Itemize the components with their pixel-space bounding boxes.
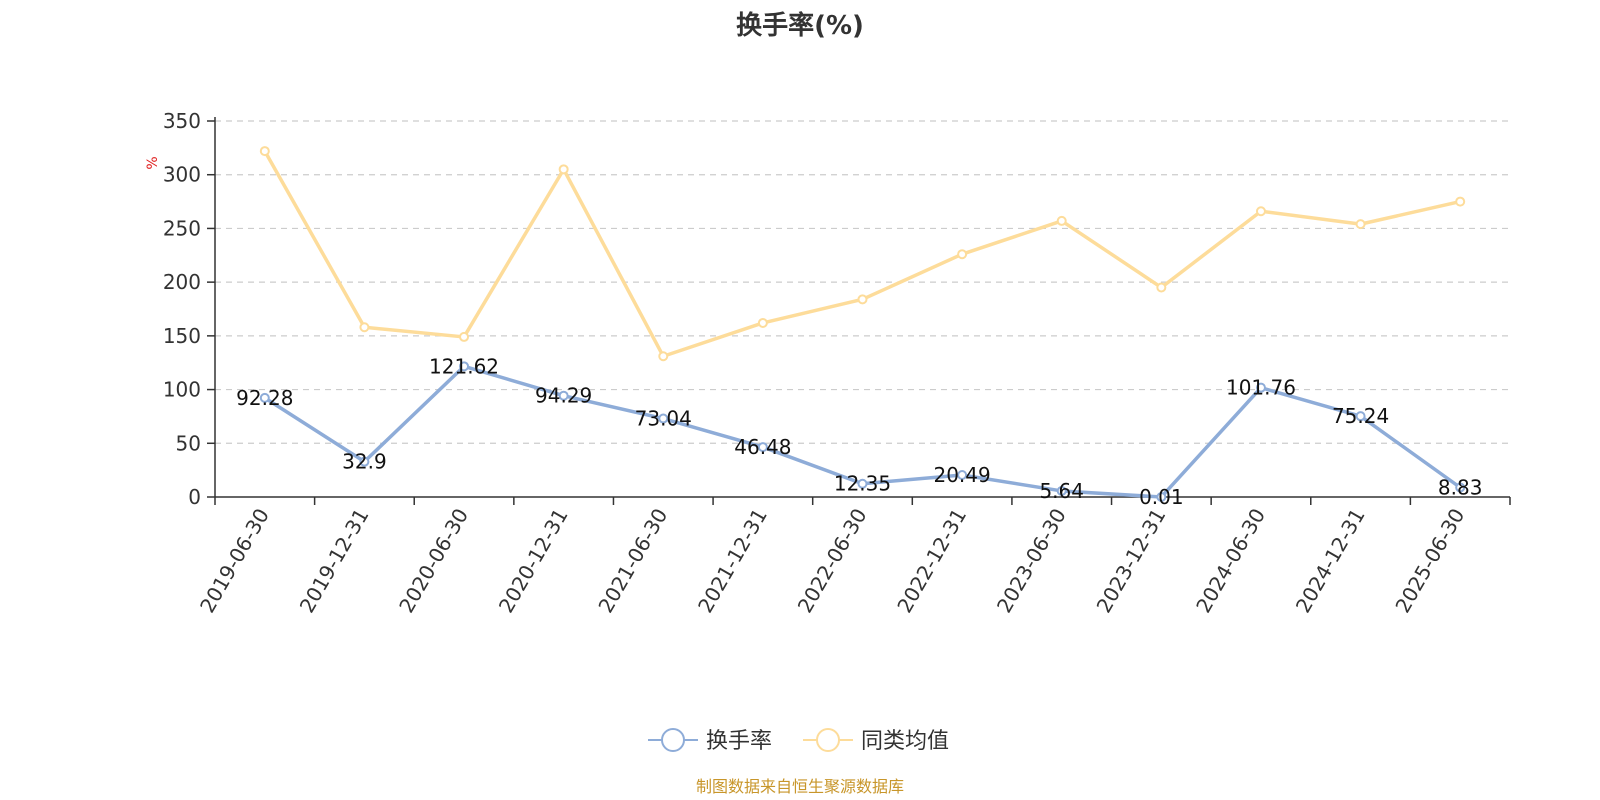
data-point[interactable] — [1156, 282, 1167, 293]
data-point[interactable] — [658, 351, 669, 362]
data-point[interactable] — [757, 442, 768, 453]
x-tick-label: 2020-06-30 — [394, 504, 473, 617]
data-point[interactable] — [1056, 485, 1067, 496]
legend-label: 换手率 — [706, 729, 772, 754]
data-label: 20.49 — [933, 463, 990, 487]
data-point[interactable] — [1455, 482, 1466, 493]
data-point[interactable] — [1156, 491, 1167, 502]
series-2 — [259, 146, 1466, 362]
x-tick-label: 2023-06-30 — [992, 504, 1071, 617]
chart-title: 换手率(%) — [736, 10, 864, 41]
series-line — [263, 150, 1461, 359]
data-label: 101.76 — [1226, 376, 1296, 400]
data-label: 75.24 — [1332, 404, 1389, 428]
y-tick-label: 200 — [163, 270, 201, 294]
x-tick-label: 2024-06-30 — [1191, 504, 1270, 617]
data-label: 92.28 — [236, 386, 293, 410]
data-point[interactable] — [459, 361, 470, 372]
y-tick-label: 250 — [163, 216, 201, 240]
series-lines — [259, 146, 1466, 502]
x-tick-label: 2021-12-31 — [693, 504, 772, 617]
data-point[interactable] — [757, 317, 768, 328]
x-tick-label: 2023-12-31 — [1092, 504, 1171, 617]
data-labels: 92.28 32.9 121.62 94.29 73.04 46.48 12.35 20.49… — [236, 354, 1482, 509]
x-tick-label: 2022-12-31 — [892, 504, 971, 617]
data-point[interactable] — [558, 390, 569, 401]
data-point[interactable] — [558, 164, 569, 175]
legend[interactable]: 换手率 同类均值 — [648, 728, 949, 754]
x-tick-label: 2025-06-30 — [1390, 504, 1469, 617]
data-point[interactable] — [259, 146, 270, 157]
data-label: 121.62 — [429, 354, 499, 378]
data-label: 94.29 — [535, 384, 592, 408]
data-label: 32.9 — [342, 450, 387, 474]
data-point[interactable] — [957, 469, 968, 480]
data-point[interactable] — [359, 322, 370, 333]
data-label: 0.01 — [1139, 485, 1184, 509]
y-tick-label: 350 — [163, 109, 201, 133]
legend-item-1[interactable]: 换手率 — [648, 728, 772, 754]
y-tick-label: 100 — [163, 378, 201, 402]
data-point[interactable] — [259, 392, 270, 403]
data-point[interactable] — [1056, 215, 1067, 226]
data-label: 46.48 — [734, 435, 791, 459]
legend-marker — [816, 728, 840, 752]
y-tick-label: 50 — [176, 431, 201, 455]
data-label: 12.35 — [834, 472, 891, 496]
data-point[interactable] — [957, 249, 968, 260]
legend-label: 同类均值 — [861, 729, 949, 754]
data-point[interactable] — [459, 331, 470, 342]
data-label: 73.04 — [635, 407, 692, 431]
y-axis-unit-label: % — [145, 156, 161, 169]
data-point[interactable] — [857, 478, 868, 489]
x-tick-label: 2020-12-31 — [494, 504, 573, 617]
data-point[interactable] — [359, 456, 370, 467]
legend-item-2[interactable]: 同类均值 — [803, 728, 949, 754]
data-point[interactable] — [857, 294, 868, 305]
x-tick-label: 2024-12-31 — [1291, 504, 1370, 617]
y-tick-label: 150 — [163, 324, 201, 348]
y-tick-label: 300 — [163, 163, 201, 187]
x-tick-label: 2021-06-30 — [593, 504, 672, 617]
legend-marker — [661, 728, 685, 752]
data-point[interactable] — [658, 413, 669, 424]
data-point[interactable] — [1255, 206, 1266, 217]
data-label: 5.64 — [1039, 479, 1084, 503]
axes: 0 50 100 150 200 250 300 350 2019-06-30 2019-12-3… — [163, 109, 1511, 617]
data-point[interactable] — [1455, 196, 1466, 207]
data-point[interactable] — [1355, 219, 1366, 230]
grid-lines — [215, 120, 1510, 444]
x-tick-label: 2022-06-30 — [793, 504, 872, 617]
y-tick-label: 0 — [188, 485, 201, 509]
data-point[interactable] — [1255, 382, 1266, 393]
x-tick-label: 2019-06-30 — [195, 504, 274, 617]
source-note: 制图数据来自恒生聚源数据库 — [696, 777, 904, 796]
data-label: 8.83 — [1438, 476, 1483, 500]
x-tick-label: 2019-12-31 — [295, 504, 374, 617]
data-point[interactable] — [1355, 411, 1366, 422]
series-1 — [259, 361, 1466, 502]
